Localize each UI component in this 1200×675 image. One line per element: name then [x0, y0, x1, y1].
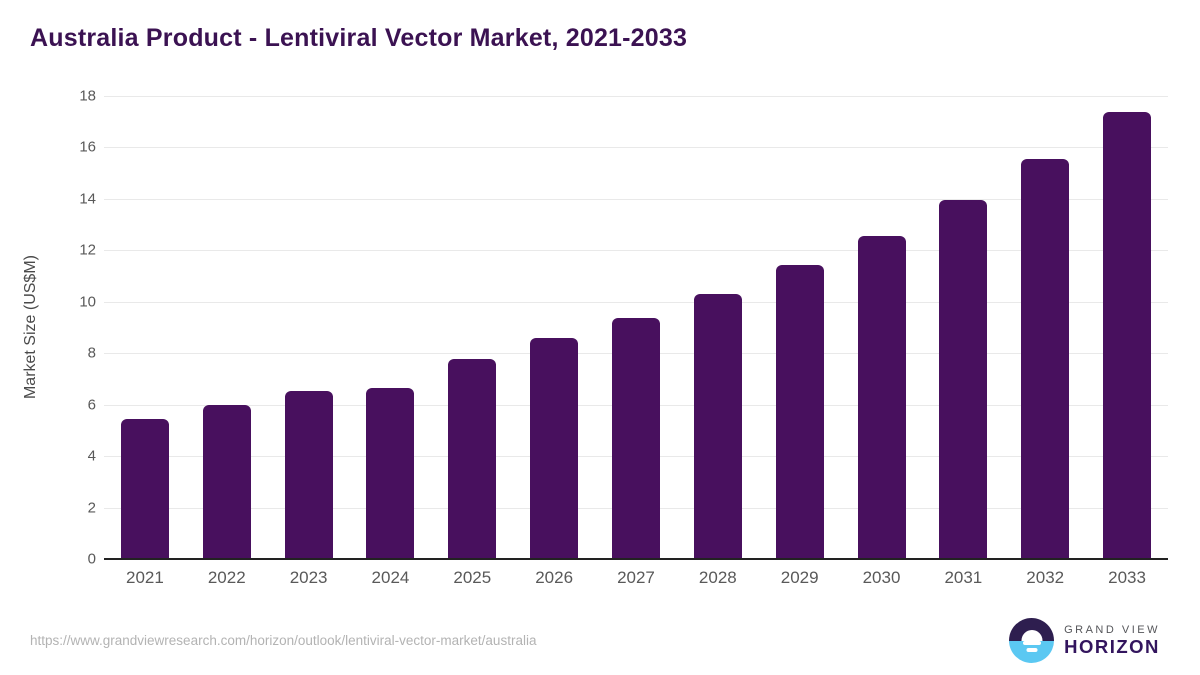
bar-2021	[120, 418, 169, 559]
source-url[interactable]: https://www.grandviewresearch.com/horizo…	[30, 633, 537, 648]
x-axis-tick-labels: 2021 2022 2023 2024 2025 2026 2027 2028 2029 2030…	[104, 568, 1168, 588]
bar-slot-2026	[513, 96, 595, 559]
x-tick-label-2025: 2025	[453, 568, 492, 587]
y-tick-label-10: 10	[79, 293, 96, 311]
gridline-14	[104, 198, 1168, 200]
bar-2031	[939, 199, 988, 559]
x-tick-label-2023: 2023	[289, 568, 328, 587]
y-tick-label-18: 18	[79, 87, 96, 105]
x-tick-label-2026: 2026	[535, 568, 574, 587]
footer: https://www.grandviewresearch.com/horizo…	[0, 612, 1200, 675]
bar-slot-2024	[350, 96, 432, 559]
x-axis-line	[104, 558, 1168, 560]
bar-2028	[693, 294, 742, 559]
horizon-sunrise-icon	[1009, 618, 1055, 663]
bar-2032	[1021, 158, 1070, 559]
logo-brand-bottom: HORIZON	[1064, 636, 1160, 658]
y-axis-title: Market Size (US$M)	[22, 255, 39, 400]
bar-slot-2029	[759, 96, 841, 559]
y-axis-tick-labels: 0 2 4 6 8 10 12 14 16 18	[52, 88, 96, 568]
y-tick-label-8: 8	[87, 344, 96, 362]
bar-slot-2021	[104, 96, 186, 559]
bar-slot-2022	[186, 96, 268, 559]
x-tick-label-2024: 2024	[371, 568, 410, 587]
y-tick-label-16: 16	[79, 138, 96, 156]
bar-2026	[530, 338, 579, 559]
x-tick-label-2027: 2027	[617, 568, 655, 587]
x-tick-label-2030: 2030	[862, 568, 901, 587]
y-tick-label-14: 14	[79, 190, 96, 208]
bar-2024	[366, 388, 415, 559]
bar-slot-2025	[431, 96, 513, 559]
x-tick-label-2028: 2028	[698, 568, 737, 587]
bar-2030	[857, 236, 906, 559]
x-tick-label-2021: 2021	[126, 568, 164, 587]
y-tick-label-2: 2	[87, 499, 96, 517]
bar-slot-2030	[841, 96, 923, 559]
bar-slot-2033	[1086, 96, 1168, 559]
bar-slot-2031	[922, 96, 1004, 559]
y-tick-label-4: 4	[87, 447, 96, 465]
bar-slot-2027	[595, 96, 677, 559]
logo-sun-shape	[1021, 630, 1043, 641]
logo-reflection-line-1	[1022, 641, 1041, 645]
x-tick-label-2029: 2029	[780, 568, 819, 587]
y-axis-title-wrap: Market Size (US$M)	[10, 96, 52, 559]
x-tick-label-2031: 2031	[944, 568, 983, 587]
gridline-12	[104, 250, 1168, 252]
gridline-16	[104, 147, 1168, 149]
logo-sky-half	[1009, 618, 1055, 641]
bar-2029	[775, 265, 824, 559]
grand-view-horizon-logo: GRAND VIEW HORIZON	[1009, 618, 1160, 663]
x-tick-label-2032: 2032	[1026, 568, 1065, 587]
logo-text: GRAND VIEW HORIZON	[1064, 624, 1160, 658]
chart-title: Australia Product - Lentiviral Vector Ma…	[30, 24, 688, 52]
bar-2033	[1103, 111, 1152, 559]
gridline-10	[104, 301, 1168, 303]
bar-2023	[284, 391, 333, 559]
x-tick-label-2033: 2033	[1108, 568, 1146, 587]
plot-area	[104, 96, 1168, 560]
bar-2022	[202, 405, 251, 559]
y-tick-label-12: 12	[79, 241, 96, 259]
bars-container	[104, 96, 1168, 559]
bar-2027	[611, 317, 660, 559]
bar-slot-2023	[268, 96, 350, 559]
logo-reflection-line-2	[1026, 648, 1038, 652]
bar-slot-2032	[1004, 96, 1086, 559]
y-tick-label-0: 0	[87, 550, 96, 568]
bar-2025	[448, 359, 497, 559]
logo-brand-top: GRAND VIEW	[1064, 623, 1160, 636]
x-tick-label-2022: 2022	[207, 568, 246, 587]
gridline-18	[104, 96, 1168, 97]
bar-slot-2028	[677, 96, 759, 559]
y-tick-label-6: 6	[87, 396, 96, 414]
